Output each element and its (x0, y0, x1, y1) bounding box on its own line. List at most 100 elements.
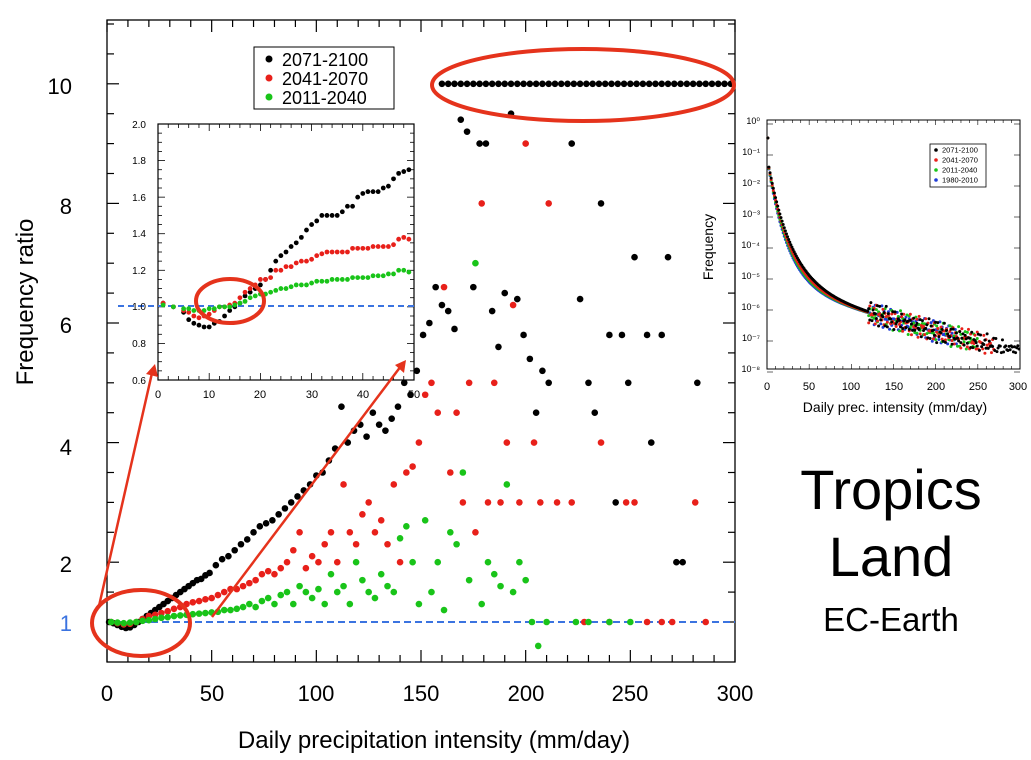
freq-data-point (983, 338, 987, 342)
zoom-data-point (298, 234, 304, 240)
zoom-x-tick-label: 40 (357, 389, 369, 401)
data-point (139, 617, 146, 625)
data-point (333, 558, 341, 566)
zoom-data-point (191, 313, 197, 319)
freq-data-point (893, 310, 897, 314)
data-point (627, 618, 634, 626)
zoom-data-point (304, 227, 309, 233)
data-point (202, 609, 209, 617)
freq-data-point (1000, 338, 1004, 342)
data-point (281, 505, 289, 512)
freq-data-point (954, 342, 958, 346)
freq-data-point (784, 232, 788, 236)
data-point (283, 588, 291, 596)
data-point (164, 607, 172, 615)
data-point (107, 618, 115, 626)
freq-data-point (917, 327, 921, 331)
data-point (333, 588, 341, 596)
data-point (513, 80, 521, 88)
freq-data-point (963, 333, 967, 337)
freq-data-point (889, 317, 893, 321)
zoom-data-point (170, 304, 176, 310)
x-tick-label: 150 (403, 681, 440, 706)
data-point (352, 558, 360, 566)
zoom-data-point (319, 251, 325, 257)
data-point (459, 469, 467, 476)
freq-data-point (974, 341, 978, 345)
data-point (670, 80, 678, 88)
zoom-y-tick-label: 2.0 (132, 120, 146, 131)
data-point (591, 409, 599, 417)
data-point (545, 379, 552, 387)
zoom-data-point (329, 277, 335, 282)
zoom-data-point (186, 309, 192, 315)
data-point (583, 80, 590, 88)
data-point (585, 379, 592, 387)
freq-data-point (950, 338, 954, 342)
data-point (352, 540, 360, 548)
data-point (421, 517, 429, 524)
data-point (516, 558, 523, 566)
data-point (534, 642, 542, 650)
zoom-data-point (380, 273, 386, 279)
freq-data-point (898, 309, 902, 313)
zoom-data-point (232, 302, 238, 308)
data-point (568, 499, 576, 506)
data-point (413, 367, 421, 375)
data-point (522, 576, 529, 584)
zoom-data-point (283, 264, 289, 270)
freq-data-point (954, 331, 958, 335)
zoom-data-point (268, 275, 274, 280)
freq-data-point (937, 335, 941, 339)
zoom-data-point (329, 213, 335, 218)
freq-data-point (789, 243, 793, 247)
data-point (472, 529, 479, 536)
data-point (377, 570, 385, 578)
freq-data-point (937, 337, 941, 341)
freq-data-point (783, 229, 787, 233)
zoom-data-point (304, 282, 309, 288)
data-point (176, 612, 184, 619)
freq-data-point (775, 200, 779, 204)
data-point (151, 615, 159, 623)
zoom-data-point (391, 242, 396, 248)
freq-data-point (885, 320, 889, 324)
data-point (212, 561, 220, 569)
frequency-y-tick-labels: 10⁰ 10⁻¹ 10⁻² 10⁻³ 10⁻⁴ 10⁻⁵ 10⁻⁶ 10⁻⁷ 1… (741, 116, 760, 374)
zoom-data-point (324, 213, 330, 218)
freq-data-point (992, 336, 996, 340)
data-point (472, 259, 479, 267)
data-point (633, 80, 640, 88)
zoom-data-point (386, 271, 391, 277)
data-point (371, 529, 379, 536)
data-point (543, 618, 550, 626)
data-point (612, 499, 619, 506)
data-point (220, 588, 228, 596)
zoom-data-point (396, 170, 402, 176)
freq-data-point (984, 346, 988, 350)
data-point (275, 511, 282, 518)
data-point (482, 80, 490, 88)
data-point (451, 325, 458, 333)
data-point (409, 463, 416, 470)
freq-data-point (788, 240, 792, 244)
freq-data-point (1017, 347, 1021, 351)
data-point (250, 529, 257, 536)
data-point (708, 80, 716, 88)
freq-data-point (900, 312, 904, 316)
zoom-data-point (314, 218, 320, 224)
data-point (526, 80, 534, 88)
highlight-ellipse-origin (90, 588, 192, 658)
zoom-data-point (350, 245, 355, 251)
zoom-data-point (406, 167, 412, 173)
data-point (246, 579, 253, 587)
freq-data-point (969, 346, 973, 350)
data-point (639, 80, 647, 88)
zoom-data-point (293, 260, 299, 266)
freq-data-point (867, 321, 871, 325)
data-point (428, 379, 435, 387)
data-point (440, 283, 448, 291)
data-point (645, 80, 653, 88)
data-point (170, 605, 178, 613)
freq-data-point (975, 344, 979, 348)
